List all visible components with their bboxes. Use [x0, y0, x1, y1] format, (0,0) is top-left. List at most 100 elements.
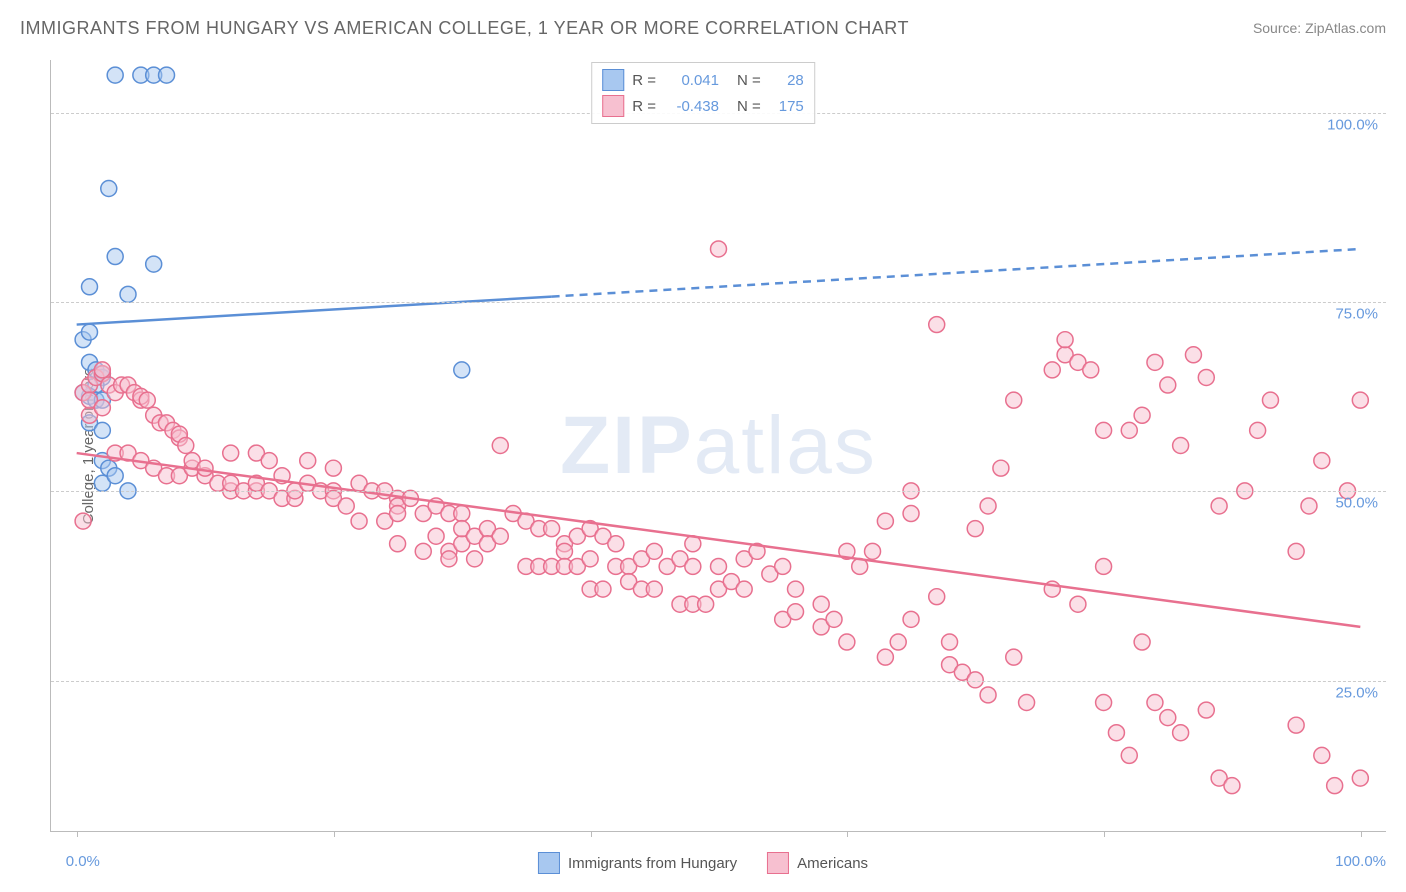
scatter-point	[1134, 407, 1150, 423]
scatter-point	[1160, 710, 1176, 726]
scatter-point	[1250, 422, 1266, 438]
scatter-point	[1108, 725, 1124, 741]
scatter-point	[865, 543, 881, 559]
plot-area: ZIPatlas 25.0%50.0%75.0%100.0%	[50, 60, 1386, 832]
scatter-point	[736, 581, 752, 597]
scatter-point	[467, 551, 483, 567]
scatter-point	[929, 317, 945, 333]
scatter-point	[1147, 354, 1163, 370]
scatter-point	[775, 558, 791, 574]
scatter-point	[415, 543, 431, 559]
scatter-point	[942, 634, 958, 650]
scatter-point	[1044, 362, 1060, 378]
x-tick	[591, 831, 592, 837]
scatter-point	[890, 634, 906, 650]
scatter-point	[223, 445, 239, 461]
scatter-point	[94, 362, 110, 378]
scatter-point	[1134, 634, 1150, 650]
scatter-point	[120, 286, 136, 302]
scatter-point	[390, 536, 406, 552]
scatter-point	[788, 604, 804, 620]
legend-n-value: 28	[769, 72, 804, 89]
scatter-point	[1185, 347, 1201, 363]
legend-swatch	[538, 852, 560, 874]
scatter-point	[94, 422, 110, 438]
scatter-point	[101, 181, 117, 197]
scatter-point	[75, 513, 91, 529]
x-label-left: 0.0%	[66, 853, 100, 870]
scatter-point	[441, 551, 457, 567]
scatter-point	[82, 324, 98, 340]
grid-line	[51, 681, 1386, 682]
y-tick-label: 75.0%	[1335, 306, 1378, 323]
scatter-point	[582, 551, 598, 567]
x-tick	[1104, 831, 1105, 837]
bottom-legend-item: Immigrants from Hungary	[538, 852, 737, 874]
legend-r-label: R =	[632, 98, 656, 115]
scatter-point	[300, 453, 316, 469]
scatter-point	[1070, 596, 1086, 612]
legend-r-value: 0.041	[664, 72, 719, 89]
scatter-point	[159, 67, 175, 83]
scatter-point	[94, 400, 110, 416]
scatter-point	[454, 506, 470, 522]
scatter-point	[146, 256, 162, 272]
legend-r-label: R =	[632, 72, 656, 89]
scatter-point	[595, 581, 611, 597]
scatter-point	[711, 241, 727, 257]
scatter-point	[1006, 649, 1022, 665]
legend-swatch	[767, 852, 789, 874]
scatter-point	[646, 581, 662, 597]
scatter-point	[492, 438, 508, 454]
scatter-point	[1288, 717, 1304, 733]
x-tick	[1361, 831, 1362, 837]
scatter-point	[428, 528, 444, 544]
scatter-point	[351, 513, 367, 529]
scatter-point	[877, 513, 893, 529]
legend-n-label: N =	[737, 72, 761, 89]
scatter-point	[993, 460, 1009, 476]
y-tick-label: 100.0%	[1327, 116, 1378, 133]
scatter-point	[1314, 747, 1330, 763]
scatter-point	[1352, 770, 1368, 786]
scatter-point	[826, 611, 842, 627]
legend-row: R =-0.438N =175	[602, 93, 804, 119]
scatter-point	[1173, 438, 1189, 454]
regression-line	[77, 297, 552, 325]
scatter-point	[1211, 498, 1227, 514]
scatter-point	[1262, 392, 1278, 408]
scatter-point	[903, 611, 919, 627]
legend-n-label: N =	[737, 98, 761, 115]
scatter-point	[1327, 778, 1343, 794]
scatter-point	[325, 460, 341, 476]
scatter-point	[261, 453, 277, 469]
x-tick	[77, 831, 78, 837]
scatter-point	[1083, 362, 1099, 378]
grid-line	[51, 491, 1386, 492]
scatter-point	[877, 649, 893, 665]
scatter-point	[139, 392, 155, 408]
chart-title: IMMIGRANTS FROM HUNGARY VS AMERICAN COLL…	[20, 18, 909, 39]
scatter-point	[839, 634, 855, 650]
scatter-point	[967, 521, 983, 537]
regression-line	[77, 453, 1361, 627]
scatter-point	[1019, 695, 1035, 711]
scatter-point	[1160, 377, 1176, 393]
chart-container: IMMIGRANTS FROM HUNGARY VS AMERICAN COLL…	[0, 0, 1406, 892]
scatter-point	[556, 543, 572, 559]
y-tick-label: 50.0%	[1335, 495, 1378, 512]
scatter-point	[1006, 392, 1022, 408]
scatter-point	[1288, 543, 1304, 559]
scatter-point	[903, 506, 919, 522]
scatter-point	[1173, 725, 1189, 741]
scatter-point	[544, 521, 560, 537]
scatter-point	[980, 498, 996, 514]
bottom-legend-label: Americans	[797, 855, 868, 872]
y-tick-label: 25.0%	[1335, 684, 1378, 701]
scatter-point	[107, 67, 123, 83]
scatter-point	[178, 438, 194, 454]
legend-r-value: -0.438	[664, 98, 719, 115]
scatter-point	[1198, 369, 1214, 385]
plot-svg	[51, 60, 1386, 831]
scatter-point	[813, 596, 829, 612]
